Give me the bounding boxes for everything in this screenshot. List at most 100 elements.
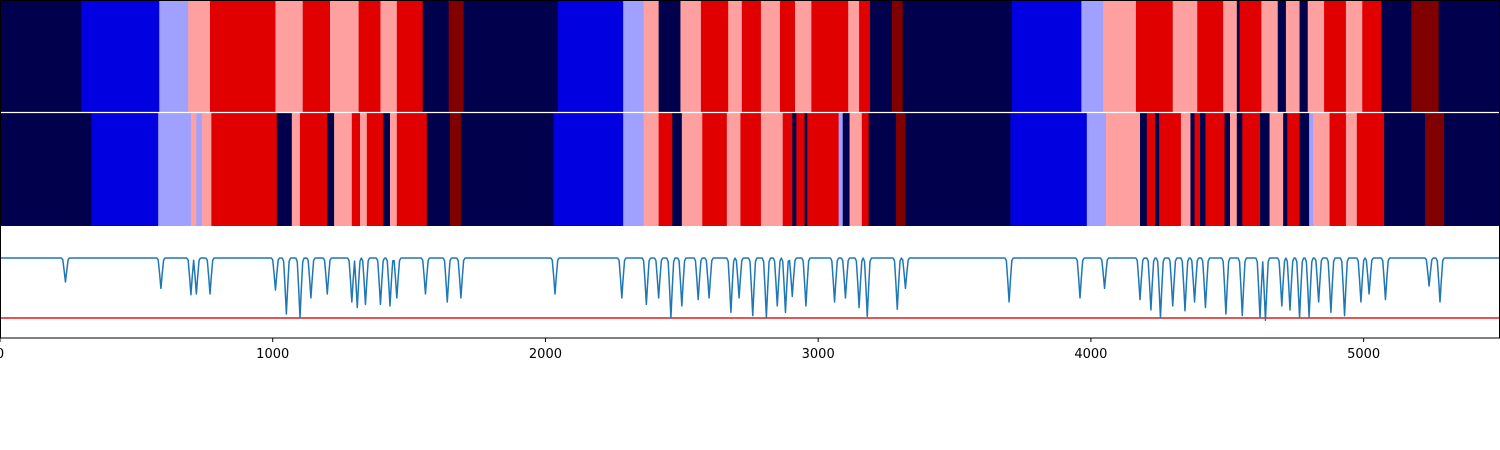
top-segmentation-segment bbox=[700, 0, 729, 113]
bottom-segmentation-segment bbox=[838, 113, 844, 226]
top-segmentation-segment bbox=[658, 0, 682, 113]
bottom-segmentation-segment bbox=[1105, 113, 1141, 226]
bottom-segmentation-segment bbox=[426, 113, 451, 226]
top-segmentation-segment bbox=[859, 0, 871, 113]
bottom-segmentation-segment bbox=[868, 113, 897, 226]
top-segmentation-segment bbox=[1362, 0, 1382, 113]
top-segmentation-segment bbox=[1081, 0, 1104, 113]
top-segmentation-segment bbox=[741, 0, 762, 113]
bottom-segmentation-segment bbox=[201, 113, 212, 226]
x-tick-label: 3000 bbox=[802, 347, 835, 362]
bottom-segmentation-segment bbox=[1269, 113, 1284, 226]
top-segmentation-segment bbox=[1307, 0, 1325, 113]
bottom-segmentation-segment bbox=[91, 113, 159, 226]
top-segmentation-segment bbox=[680, 0, 702, 113]
bottom-segmentation-segment bbox=[327, 113, 335, 226]
x-axis: 0 1000 2000 3000 4000 5000 bbox=[0, 338, 1380, 362]
top-segmentation-segment bbox=[396, 0, 424, 113]
bottom-segmentation-segment bbox=[760, 113, 784, 226]
top-segmentation-segment bbox=[848, 0, 860, 113]
bottom-segmentation-segment bbox=[383, 113, 391, 226]
bottom-segmentation-segment bbox=[0, 113, 92, 226]
bottom-segmentation-segment bbox=[276, 113, 293, 226]
top-segmentation-segment bbox=[1261, 0, 1279, 113]
bottom-segmentation-segment bbox=[158, 113, 192, 226]
bottom-segmentation-strip bbox=[0, 113, 1500, 226]
bottom-segmentation-segment bbox=[905, 113, 1012, 226]
bottom-segmentation-segment bbox=[1190, 113, 1196, 226]
bottom-segmentation-segment bbox=[623, 113, 645, 226]
line-panel-background bbox=[0, 226, 1500, 338]
top-segmentation-segment bbox=[1172, 0, 1198, 113]
top-segmentation-segment bbox=[380, 0, 398, 113]
bottom-segmentation-segment bbox=[190, 113, 197, 226]
top-segmentation-segment bbox=[643, 0, 660, 113]
bottom-segmentation-segment bbox=[1180, 113, 1192, 226]
bottom-segmentation-segment bbox=[1299, 113, 1310, 226]
bottom-segmentation-segment bbox=[1200, 113, 1207, 226]
x-tick-label: 2000 bbox=[529, 347, 562, 362]
signal-line bbox=[0, 257, 1500, 322]
bottom-segmentation-segment bbox=[681, 113, 703, 226]
bottom-segmentation-segment bbox=[1309, 113, 1314, 226]
top-segmentation-segment bbox=[728, 0, 743, 113]
top-segmentation-segment bbox=[780, 0, 796, 113]
top-segmentation-segment bbox=[275, 0, 304, 113]
bottom-segmentation-segment bbox=[1356, 113, 1385, 226]
bottom-segmentation-segment bbox=[807, 113, 840, 226]
bottom-segmentation-segment bbox=[1086, 113, 1107, 226]
bottom-segmentation-segment bbox=[1194, 113, 1201, 226]
bottom-segmentation-segment bbox=[291, 113, 301, 226]
bottom-segmentation-segment bbox=[390, 113, 398, 226]
bottom-segmentation-segment bbox=[1283, 113, 1288, 226]
bottom-segmentation-segment bbox=[643, 113, 660, 226]
top-segmentation-segment bbox=[1285, 0, 1301, 113]
bottom-segmentation-segment bbox=[211, 113, 278, 226]
top-segmentation-segment bbox=[760, 0, 781, 113]
top-segmentation-segment bbox=[1381, 0, 1412, 113]
bottom-segmentation-segment bbox=[460, 113, 555, 226]
x-tick-label: 1000 bbox=[256, 347, 289, 362]
top-segmentation-segment bbox=[1197, 0, 1224, 113]
bottom-segmentation-segment bbox=[1236, 113, 1243, 226]
bottom-segmentation-segment bbox=[804, 113, 808, 226]
top-segmentation-segment bbox=[1236, 0, 1241, 113]
bottom-segmentation-segment bbox=[1444, 113, 1500, 226]
top-segmentation-segment bbox=[1103, 0, 1137, 113]
top-segmentation-segment bbox=[422, 0, 450, 113]
bottom-segmentation-segment bbox=[1146, 113, 1156, 226]
top-segmentation-segment bbox=[1438, 0, 1500, 113]
bottom-segmentation-segment bbox=[792, 113, 797, 226]
bottom-segmentation-segment bbox=[861, 113, 870, 226]
bottom-segmentation-segment bbox=[1242, 113, 1261, 226]
bottom-segmentation-segment bbox=[782, 113, 793, 226]
bottom-segmentation-segment bbox=[334, 113, 353, 226]
bottom-segmentation-segment bbox=[1329, 113, 1347, 226]
top-segmentation-strip bbox=[0, 0, 1500, 113]
x-tick-label: 4000 bbox=[1074, 347, 1107, 362]
top-segmentation-segment bbox=[81, 0, 160, 113]
top-segmentation-segment bbox=[1011, 0, 1082, 113]
bottom-segmentation-segment bbox=[450, 113, 462, 226]
top-segmentation-segment bbox=[902, 0, 1013, 113]
bottom-segmentation-segment bbox=[553, 113, 624, 226]
bottom-segmentation-segment bbox=[366, 113, 384, 226]
top-segmentation-segment bbox=[795, 0, 812, 113]
top-segmentation-segment bbox=[623, 0, 645, 113]
top-segmentation-segment bbox=[159, 0, 189, 113]
top-segmentation-segment bbox=[1277, 0, 1287, 113]
bottom-segmentation-segment bbox=[1140, 113, 1148, 226]
top-segmentation-segment bbox=[891, 0, 904, 113]
top-segmentation-segment bbox=[448, 0, 465, 113]
bottom-segmentation-segment bbox=[658, 113, 673, 226]
bottom-segmentation-segment bbox=[1205, 113, 1226, 226]
bottom-segmentation-segment bbox=[1287, 113, 1301, 226]
bottom-segmentation-segment bbox=[1230, 113, 1238, 226]
bottom-segmentation-segment bbox=[1260, 113, 1271, 226]
bottom-segmentation-segment bbox=[895, 113, 907, 226]
top-segmentation-segment bbox=[1345, 0, 1363, 113]
top-segmentation-segment bbox=[0, 0, 82, 113]
top-segmentation-segment bbox=[1239, 0, 1262, 113]
top-segmentation-segment bbox=[188, 0, 211, 113]
